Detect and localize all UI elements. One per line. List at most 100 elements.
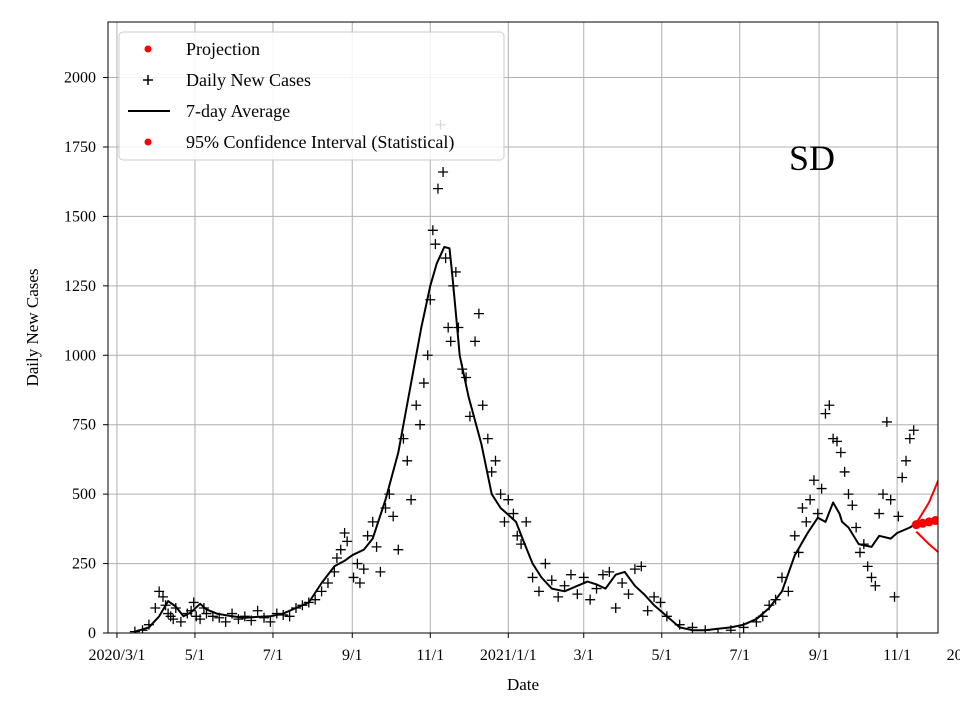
daily-cases-point — [533, 586, 544, 597]
daily-cases-point — [490, 455, 501, 466]
daily-cases-point — [604, 566, 615, 577]
daily-cases-point — [233, 614, 244, 625]
x-tick-label: 9/1 — [809, 647, 829, 664]
daily-cases-point — [154, 586, 165, 597]
daily-cases-point — [889, 591, 900, 602]
daily-cases-point — [473, 308, 484, 319]
daily-cases-point — [805, 494, 816, 505]
daily-cases-point — [559, 580, 570, 591]
daily-cases-point — [585, 594, 596, 605]
daily-cases-point — [445, 336, 456, 347]
daily-cases-point — [157, 591, 168, 602]
projection-layer — [911, 514, 960, 530]
y-axis-ticks: 0 250 500 750 1000 1250 1500 1750 2000 — [64, 70, 108, 642]
legend-item: Daily New Cases — [143, 70, 311, 90]
daily-cases-point — [572, 589, 583, 600]
x-tick-label: 11/1 — [883, 647, 911, 664]
daily-cases-point — [801, 516, 812, 527]
daily-cases-point — [839, 466, 850, 477]
projection-point — [950, 514, 959, 523]
daily-cases-point — [874, 508, 885, 519]
daily-cases-point — [284, 611, 295, 622]
daily-cases-point — [636, 561, 647, 572]
daily-cases-point — [322, 578, 333, 589]
daily-cases-point — [816, 483, 827, 494]
daily-cases-point — [432, 183, 443, 194]
daily-cases-point — [797, 503, 808, 514]
daily-cases-point — [393, 544, 404, 555]
daily-cases-point — [642, 605, 653, 616]
daily-cases-point — [843, 489, 854, 500]
daily-cases-point — [354, 578, 365, 589]
daily-cases-point — [870, 580, 881, 591]
7-day-average-line — [134, 246, 917, 633]
daily-cases-point — [655, 597, 666, 608]
daily-cases-point — [388, 511, 399, 522]
legend-item: 95% Confidence Interval (Statistical) — [144, 132, 454, 153]
legend: Projection Daily New Cases 7-day Average 95… — [118, 31, 505, 161]
daily-cases-point — [438, 166, 449, 177]
y-tick-label: 2000 — [64, 70, 96, 87]
daily-cases-point — [499, 516, 510, 527]
y-tick-label: 0 — [88, 625, 96, 642]
daily-cases-point — [901, 455, 912, 466]
daily-cases-point — [427, 225, 438, 236]
daily-cases-point — [893, 511, 904, 522]
projection-point — [957, 514, 960, 523]
daily-cases-point — [540, 558, 551, 569]
y-tick-label: 500 — [72, 486, 96, 503]
daily-cases-point — [470, 336, 481, 347]
y-tick-label: 1250 — [64, 278, 96, 295]
daily-cases-point — [847, 500, 858, 511]
daily-cases-point — [129, 626, 140, 633]
x-tick-label: 2022/1/1 — [947, 647, 960, 664]
daily-cases-point — [508, 508, 519, 519]
y-tick-label: 750 — [72, 417, 96, 434]
projection-point — [944, 515, 953, 524]
daily-cases-point — [565, 569, 576, 580]
daily-cases-point — [617, 578, 628, 589]
x-tick-label: 2020/3/1 — [89, 647, 146, 664]
daily-cases-point — [422, 350, 433, 361]
legend-dot-marker — [144, 138, 152, 146]
daily-cases-point — [367, 516, 378, 527]
daily-cases-layer — [129, 119, 919, 633]
daily-cases-point — [881, 416, 892, 427]
daily-cases-point — [375, 566, 386, 577]
x-tick-label: 2021/1/1 — [480, 647, 537, 664]
plot-frame — [107, 21, 939, 634]
y-tick-label: 1000 — [64, 347, 96, 364]
legend-item: Projection — [144, 39, 260, 59]
legend-label: 95% Confidence Interval (Statistical) — [186, 132, 454, 153]
x-axis-ticks: 2020/3/1 5/1 7/1 9/1 11/1 2021/1/1 3/1 5/1 7/1 9/… — [89, 633, 960, 664]
daily-cases-point — [897, 472, 908, 483]
average-layer — [134, 246, 917, 633]
daily-cases-point — [866, 572, 877, 583]
daily-cases-point — [175, 616, 186, 627]
daily-cases-point — [610, 603, 621, 614]
daily-cases-point — [371, 541, 382, 552]
daily-cases-point — [783, 586, 794, 597]
daily-cases-point — [335, 544, 346, 555]
daily-cases-point — [904, 433, 915, 444]
legend-box — [118, 31, 505, 161]
daily-cases-point — [316, 586, 327, 597]
legend-label: Daily New Cases — [186, 70, 311, 90]
daily-cases-point — [342, 536, 353, 547]
legend-label: Projection — [186, 39, 260, 59]
daily-cases-point — [165, 611, 176, 622]
daily-cases-point — [482, 433, 493, 444]
daily-cases-point — [820, 408, 831, 419]
legend-dot-marker — [144, 45, 152, 53]
daily-cases-point — [265, 616, 276, 627]
daily-cases-point — [789, 530, 800, 541]
x-tick-label: 9/1 — [342, 647, 362, 664]
daily-cases-point — [402, 455, 413, 466]
x-tick-label: 7/1 — [263, 647, 283, 664]
daily-cases-point — [186, 605, 197, 616]
daily-cases-point — [521, 516, 532, 527]
projection-point — [937, 517, 938, 523]
daily-cases-point — [188, 597, 199, 608]
daily-cases-point — [415, 419, 426, 430]
legend-item: 7-day Average — [128, 101, 290, 121]
